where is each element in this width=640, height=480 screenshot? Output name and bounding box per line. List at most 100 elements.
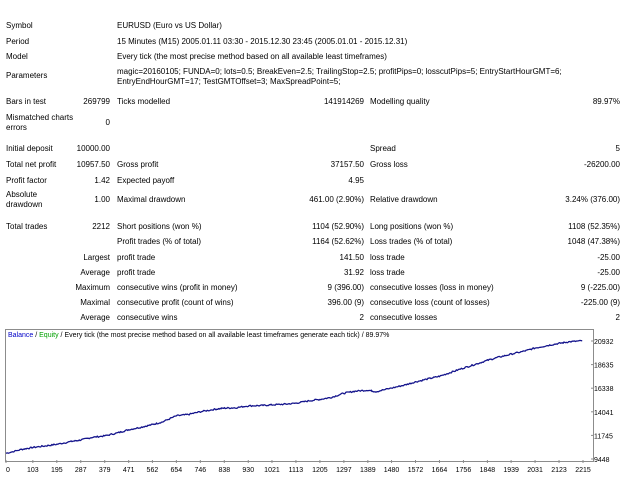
grossprofit-value: 37157.50: [330, 160, 364, 169]
mismatch-value: 0: [105, 118, 110, 127]
payoff-value: 4.95: [348, 176, 364, 185]
x-tick-label: 1664: [432, 467, 448, 474]
largest-loss-value: -25.00: [597, 253, 620, 262]
loss-trades-label: Loss trades (% of total): [370, 237, 453, 246]
legend-separator: /: [33, 332, 40, 339]
parameters-label: Parameters: [6, 71, 48, 80]
maximal-profit-label: consecutive profit (count of wins): [117, 298, 234, 307]
maximal-label: Maximal: [80, 298, 110, 307]
maximal-loss-value: -225.00 (9): [580, 298, 620, 307]
pf-label: Profit factor: [6, 176, 47, 185]
quality-value: 89.97%: [592, 97, 620, 106]
y-tick-label: 9448: [594, 457, 610, 464]
parameters-value: magic=20160105; FUNDA=0; lots=0.5; Break…: [117, 67, 562, 86]
profit-trades-label: Profit trades (% of total): [117, 237, 202, 246]
quality-label: Modelling quality: [370, 97, 430, 106]
x-tick-label: 1572: [408, 467, 424, 474]
max-cons-wins-label: consecutive wins (profit in money): [117, 283, 238, 292]
x-tick-label: 1480: [384, 467, 400, 474]
symbol-label: Symbol: [6, 21, 33, 30]
model-value: Every tick (the most precise method base…: [117, 52, 387, 61]
mismatch-label: Mismatched charts errors: [6, 113, 74, 132]
chart-header: Balance / Equity / Every tick (the most …: [8, 331, 389, 341]
max-cons-losses-value: 9 (-225.00): [580, 283, 620, 292]
x-tick-label: 1021: [264, 467, 280, 474]
y-tick-label: 16338: [594, 386, 614, 393]
spread-label: Spread: [370, 144, 396, 153]
trades-value: 2212: [92, 222, 110, 231]
reldd-value: 3.24% (376.00): [565, 195, 620, 204]
x-tick-label: 287: [75, 467, 87, 474]
loss-trades-value: 1048 (47.38%): [567, 237, 620, 246]
y-tick-label: 18635: [594, 363, 614, 370]
absdd-value: 1.00: [94, 195, 110, 204]
avg-cons-wins-value: 2: [359, 313, 364, 322]
long-label: Long positions (won %): [370, 222, 454, 231]
x-tick-label: 838: [218, 467, 230, 474]
deposit-value: 10000.00: [76, 144, 110, 153]
average-profit-label: profit trade: [117, 268, 156, 277]
spread-value: 5: [615, 144, 620, 153]
balance-series-line: [5, 339, 583, 454]
average-loss-value: -25.00: [597, 268, 620, 277]
ticks-value: 141914269: [323, 97, 364, 106]
avg-cons-losses-value: 2: [615, 313, 620, 322]
average-label: Average: [80, 268, 110, 277]
x-tick-label: 1848: [480, 467, 496, 474]
y-tick-label: 20932: [594, 339, 614, 346]
netprofit-value: 10957.50: [76, 160, 110, 169]
x-tick-label: 1113: [289, 467, 304, 474]
x-tick-label: 2215: [575, 467, 591, 474]
largest-label: Largest: [83, 253, 110, 262]
profit-trades-value: 1164 (52.62%): [312, 237, 364, 246]
max-cons-losses-label: consecutive losses (loss in money): [370, 283, 494, 292]
short-value: 1104 (52.90%): [312, 222, 364, 231]
pf-value: 1.42: [94, 176, 110, 185]
x-tick-label: 654: [171, 467, 183, 474]
average-profit-value: 31.92: [343, 268, 364, 277]
x-tick-label: 1205: [312, 467, 328, 474]
largest-profit-value: 141.50: [339, 253, 364, 262]
maximal-profit-value: 396.00 (9): [327, 298, 364, 307]
x-tick-label: 471: [123, 467, 135, 474]
avg-cons-wins-label: consecutive wins: [117, 313, 178, 322]
payoff-label: Expected payoff: [117, 176, 175, 185]
short-label: Short positions (won %): [117, 222, 202, 231]
maximum-label: Maximum: [75, 283, 110, 292]
maximal-loss-label: consecutive loss (count of losses): [370, 298, 490, 307]
model-label: Model: [6, 52, 28, 61]
legend-equity: Equity: [39, 332, 59, 339]
avg-cons-losses-label: consecutive losses: [370, 313, 438, 322]
ticks-label: Ticks modelled: [117, 97, 171, 106]
x-tick-label: 746: [194, 467, 206, 474]
symbol-value: EURUSD (Euro vs US Dollar): [117, 21, 222, 30]
x-tick-label: 0: [6, 467, 10, 474]
grossloss-value: -26200.00: [583, 160, 620, 169]
bars-value: 269799: [83, 97, 110, 106]
period-value: 15 Minutes (M15) 2005.01.11 03:30 - 2015…: [117, 37, 408, 46]
x-tick-label: 379: [99, 467, 111, 474]
grossprofit-label: Gross profit: [117, 160, 159, 169]
x-tick-label: 1297: [336, 467, 352, 474]
max-cons-wins-value: 9 (396.00): [327, 283, 364, 292]
x-tick-label: 1389: [360, 467, 376, 474]
x-tick-label: 1756: [456, 467, 472, 474]
x-tick-label: 2123: [551, 467, 567, 474]
average-loss-label: loss trade: [370, 268, 405, 277]
largest-profit-label: profit trade: [117, 253, 156, 262]
reldd-label: Relative drawdown: [370, 195, 438, 204]
average-cons-label: Average: [80, 313, 110, 322]
deposit-label: Initial deposit: [6, 144, 53, 153]
x-tick-label: 195: [51, 467, 63, 474]
legend-balance: Balance: [8, 332, 34, 339]
largest-loss-label: loss trade: [370, 253, 405, 262]
bars-label: Bars in test: [6, 97, 47, 106]
maxdd-value: 461.00 (2.90%): [309, 195, 364, 204]
x-tick-label: 103: [27, 467, 39, 474]
absdd-label: Absolute drawdown: [6, 190, 43, 209]
x-tick-label: 2031: [527, 467, 543, 474]
long-value: 1108 (52.35%): [568, 222, 620, 231]
chart-header-description: / Every tick (the most precise method ba…: [58, 332, 390, 339]
period-label: Period: [6, 37, 30, 46]
